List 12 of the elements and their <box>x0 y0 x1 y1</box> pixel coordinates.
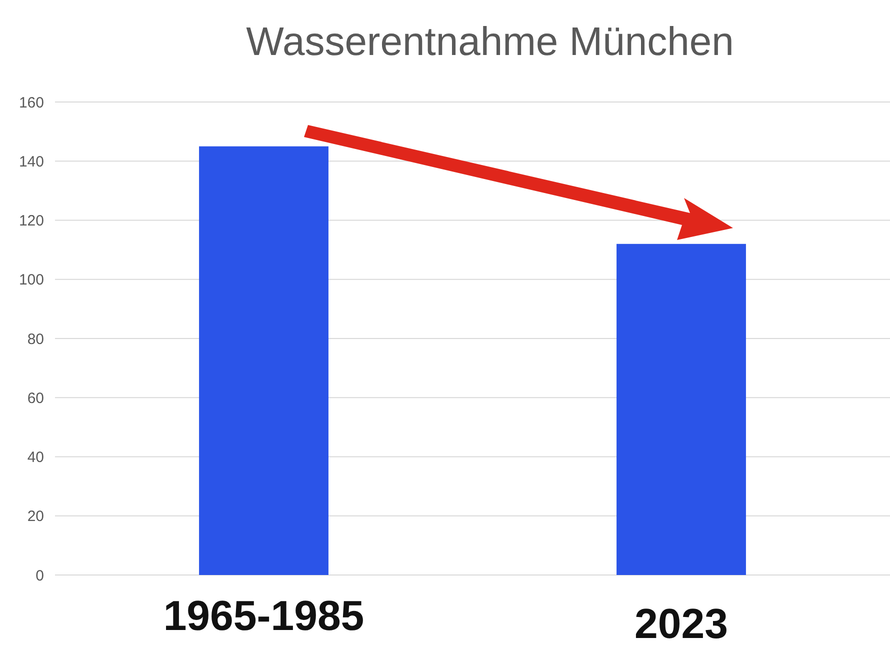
y-tick-label: 80 <box>27 330 44 348</box>
x-tick-label: 2023 <box>634 600 728 647</box>
y-tick-label: 120 <box>18 212 44 230</box>
chart-title: Wasserentnahme München <box>246 20 734 64</box>
y-tick-label: 140 <box>18 153 44 170</box>
x-tick-label: 1965-1985 <box>163 592 364 639</box>
y-tick-label: 60 <box>27 390 44 407</box>
y-tick-label: 100 <box>18 272 44 289</box>
y-tick-label: 0 <box>36 567 44 584</box>
y-tick-label: 20 <box>27 508 44 526</box>
y-tick-label: 40 <box>27 449 44 466</box>
y-tick-label: 160 <box>18 94 44 112</box>
